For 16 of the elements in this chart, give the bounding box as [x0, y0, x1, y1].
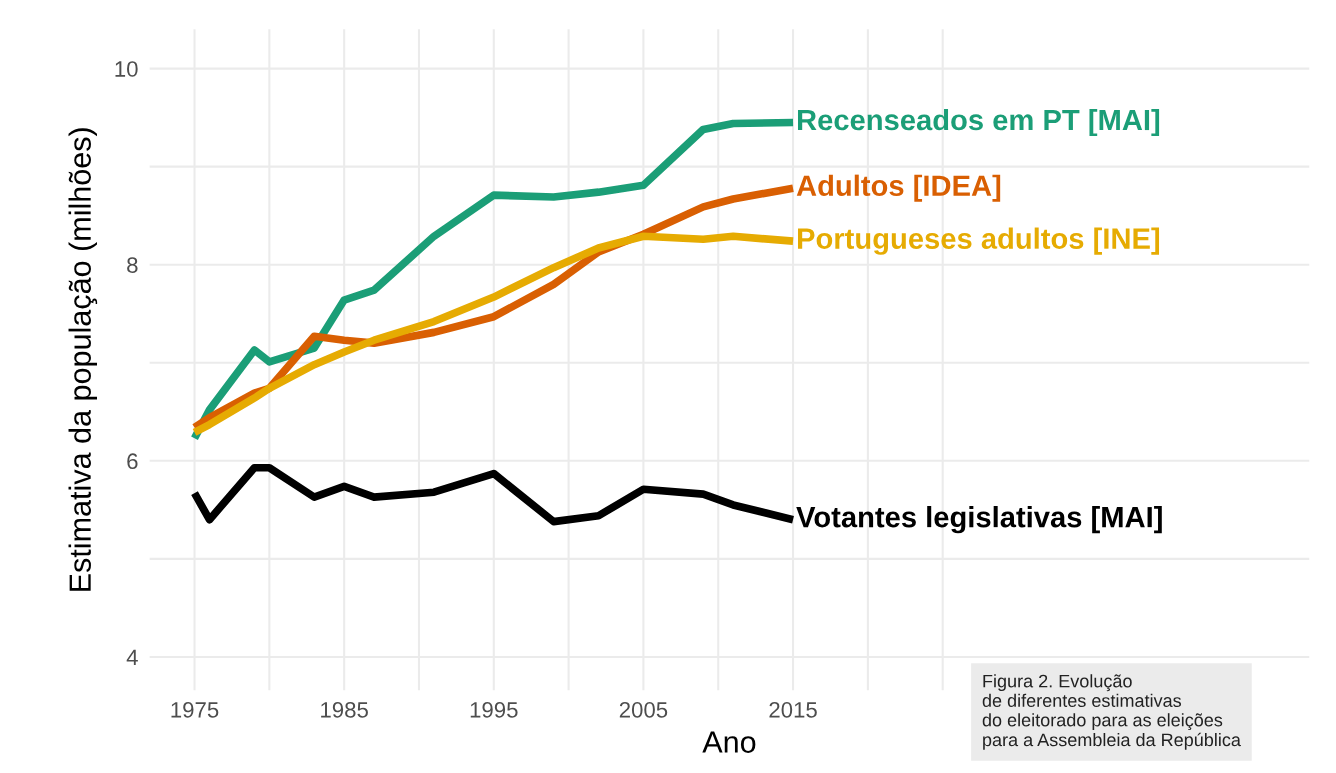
x-tick-label: 1995 [470, 701, 518, 718]
y-axis-title: Estimativa da população (milhões) [68, 128, 98, 591]
series-label: Portugueses adultos [INE] [797, 227, 1160, 255]
series-label: Recenseados em PT [MAI] [797, 108, 1160, 137]
y-tick-label: 8 [127, 257, 138, 273]
y-tick-label: 10 [115, 61, 138, 77]
x-tick-label: 1975 [171, 701, 219, 718]
x-axis-title: Ano [702, 731, 756, 753]
y-tick-label: 6 [127, 453, 138, 470]
series-label: Adultos [IDEA] [796, 174, 1001, 202]
series-label: Votantes legislativas [MAI] [796, 506, 1162, 534]
x-tick-label: 2005 [619, 701, 668, 718]
x-tick-label: 1985 [321, 701, 368, 718]
y-tick-label: 4 [126, 649, 138, 665]
annotation: Figura 2. Evolução de diferentes estimativas do eleitorado para as eleições para a Assembleia da República [982, 674, 1241, 750]
x-tick-label: 2015 [769, 701, 817, 718]
